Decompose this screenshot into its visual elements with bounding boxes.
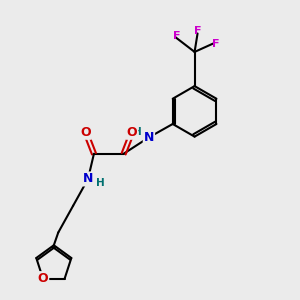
Text: H: H: [96, 178, 105, 188]
Text: N: N: [144, 131, 154, 144]
Text: F: F: [212, 39, 220, 49]
Text: F: F: [173, 31, 181, 40]
Text: O: O: [38, 272, 48, 285]
Text: O: O: [127, 126, 137, 139]
Text: N: N: [83, 172, 93, 185]
Text: F: F: [194, 26, 201, 35]
Text: H: H: [133, 127, 142, 137]
Text: O: O: [80, 126, 91, 139]
